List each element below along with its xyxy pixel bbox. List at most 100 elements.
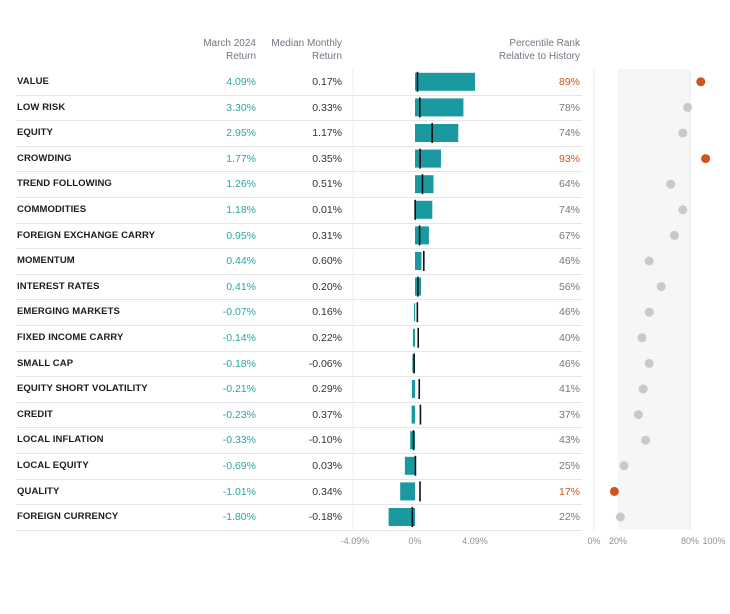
- row-separator: [354, 120, 582, 122]
- median-return-value: 0.29%: [312, 383, 342, 396]
- return-bar: [415, 200, 433, 219]
- header-pct-line1: Percentile Rank: [509, 38, 580, 49]
- median-return-value: 0.34%: [312, 485, 342, 498]
- march-return-value: 1.77%: [226, 152, 256, 165]
- march-return-value: 0.41%: [226, 280, 256, 293]
- percentile-dot: [701, 154, 711, 164]
- percentile-dot: [644, 256, 654, 266]
- percentile-dot: [683, 102, 693, 112]
- row-separator: [354, 478, 582, 480]
- row-separator: [16, 222, 354, 224]
- row-separator: [354, 299, 582, 301]
- header-median-return: Median Monthly Return: [252, 37, 342, 63]
- march-return-value: 2.95%: [226, 127, 256, 140]
- march-return-value: 0.95%: [226, 229, 256, 242]
- percentile-axis-tick: 20%: [609, 536, 627, 546]
- row-separator: [16, 325, 354, 326]
- row-separator: [16, 171, 354, 173]
- return-bar: [411, 405, 415, 424]
- percentile-value: 74%: [558, 204, 580, 216]
- percentile-value: 46%: [558, 357, 580, 370]
- percentile-value: 37%: [558, 408, 580, 421]
- row-separator: [16, 453, 354, 454]
- percentile-value: 17%: [558, 485, 580, 498]
- percentile-dot: [678, 205, 688, 215]
- percentile-value: 64%: [558, 178, 580, 191]
- percentile-dot: [678, 128, 688, 138]
- category-name: MOMENTUM: [17, 255, 75, 267]
- median-return-value: 0.60%: [312, 255, 342, 268]
- march-return-value: 1.26%: [226, 178, 256, 191]
- percentile-dot: [609, 486, 619, 496]
- return-bar: [415, 252, 422, 270]
- percentile-value: 43%: [558, 434, 580, 447]
- row-separator: [354, 376, 582, 378]
- percentile-value: 25%: [558, 460, 580, 472]
- percentile-band: [618, 69, 690, 530]
- percentile-dot: [644, 307, 654, 317]
- row-separator: [16, 376, 354, 378]
- percentile-axis-tick: 0%: [587, 536, 600, 546]
- bar-axis-tick: 4.09%: [462, 536, 488, 546]
- percentile-value: 93%: [558, 152, 580, 165]
- median-return-value: 1.17%: [312, 127, 342, 140]
- row-separator: [16, 94, 354, 96]
- row-separator: [354, 325, 582, 326]
- median-return-value: -0.06%: [308, 357, 342, 370]
- category-name: LOCAL EQUITY: [17, 460, 89, 471]
- march-return-value: -0.23%: [222, 408, 256, 421]
- percentile-dot: [666, 179, 676, 189]
- median-return-value: 0.33%: [312, 101, 342, 114]
- row-separator: [354, 350, 582, 352]
- return-bar: [400, 482, 415, 501]
- header-pct-line2: Relative to History: [498, 51, 580, 62]
- median-return-value: 0.31%: [312, 229, 342, 242]
- category-name: VALUE: [17, 76, 49, 87]
- march-return-value: -0.07%: [222, 306, 256, 319]
- return-bar: [415, 124, 459, 142]
- percentile-value: 74%: [558, 127, 580, 140]
- category-name: COMMODITIES: [17, 204, 87, 215]
- percentile-dot: [641, 435, 651, 445]
- percentile-value: 46%: [558, 255, 580, 268]
- category-name: INTEREST RATES: [17, 280, 100, 292]
- return-bar: [412, 328, 415, 347]
- return-bar: [415, 226, 429, 245]
- category-name: LOCAL INFLATION: [17, 434, 104, 446]
- median-return-value: 0.35%: [312, 152, 342, 165]
- median-return-value: 0.17%: [312, 76, 342, 88]
- header-march-line2: Return: [225, 51, 256, 62]
- row-separator: [354, 529, 582, 531]
- percentile-value: 22%: [558, 511, 580, 524]
- median-return-value: 0.51%: [312, 178, 342, 191]
- header-march-line1: March 2024: [203, 38, 256, 49]
- median-return-value: 0.03%: [312, 460, 342, 472]
- category-name: SMALL CAP: [17, 357, 74, 369]
- median-return-value: 0.16%: [312, 306, 342, 319]
- percentile-dot: [638, 384, 648, 394]
- row-separator: [16, 273, 354, 275]
- bar-axis-tick: -4.09%: [341, 536, 370, 546]
- return-bar: [415, 98, 464, 117]
- return-bar: [415, 175, 434, 194]
- return-bar: [404, 456, 415, 475]
- row-separator: [16, 248, 354, 250]
- march-return-value: -0.69%: [222, 460, 256, 472]
- march-return-value: -1.80%: [222, 511, 256, 524]
- percentile-dot: [619, 461, 629, 471]
- row-separator: [354, 273, 582, 275]
- category-name: EMERGING MARKETS: [17, 306, 120, 318]
- median-return-value: 0.01%: [312, 204, 342, 216]
- category-name: FIXED INCOME CARRY: [17, 332, 124, 343]
- march-return-value: 0.44%: [226, 255, 256, 268]
- row-separator: [354, 504, 582, 506]
- march-return-value: -1.01%: [222, 485, 256, 498]
- percentile-value: 78%: [558, 101, 580, 114]
- percentile-dot: [644, 358, 654, 368]
- median-return-value: 0.20%: [312, 280, 342, 293]
- row-separator: [354, 222, 582, 224]
- category-name: LOW RISK: [17, 101, 66, 113]
- return-bar: [415, 72, 475, 91]
- percentile-dot: [637, 333, 647, 343]
- row-separator: [16, 478, 354, 480]
